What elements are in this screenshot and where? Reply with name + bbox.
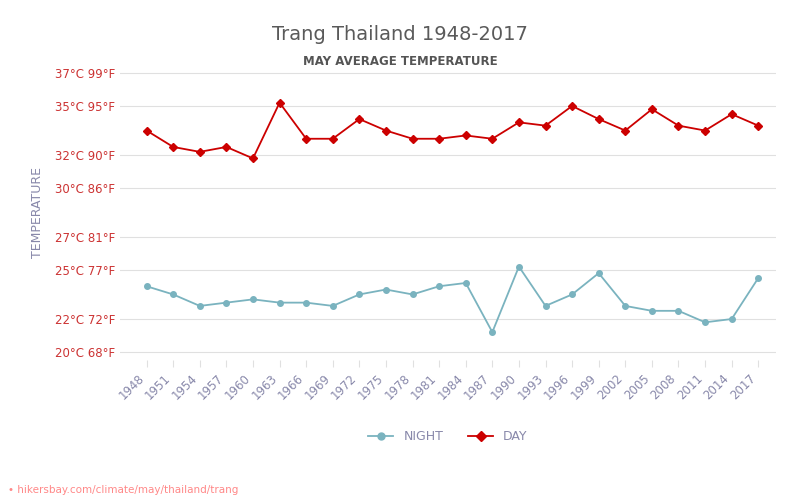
Legend: NIGHT, DAY: NIGHT, DAY <box>363 425 533 448</box>
Text: • hikersbay.com/climate/may/thailand/trang: • hikersbay.com/climate/may/thailand/tra… <box>8 485 238 495</box>
Text: MAY AVERAGE TEMPERATURE: MAY AVERAGE TEMPERATURE <box>302 55 498 68</box>
Y-axis label: TEMPERATURE: TEMPERATURE <box>30 167 44 258</box>
Text: Trang Thailand 1948-2017: Trang Thailand 1948-2017 <box>272 25 528 44</box>
